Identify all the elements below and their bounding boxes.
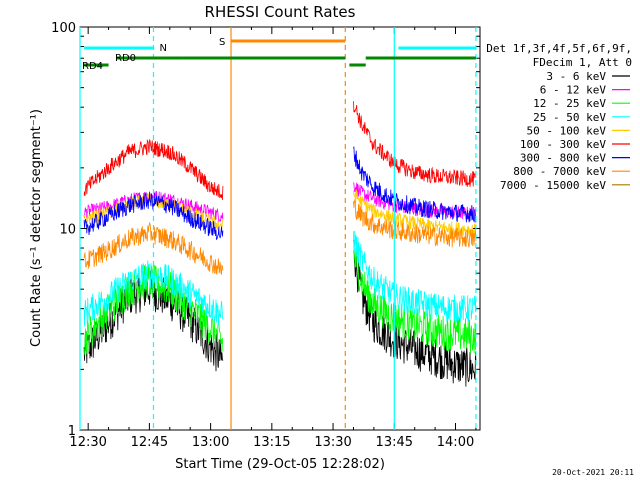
- y-axis-label: Count Rate (s⁻¹ detector segment⁻¹): [29, 109, 44, 347]
- x-tick-label: 13:45: [376, 435, 413, 450]
- legend-label-50to100keV: 50 - 100 keV: [527, 124, 607, 137]
- legend-label-25to50keV: 25 - 50 keV: [533, 111, 606, 124]
- y-tick-label: 10: [59, 223, 76, 238]
- x-tick-label: 13:15: [253, 435, 290, 450]
- axis-ticks: 12:30 12:45 13:00 13:15 13:30 13:45 14:00 1 10 10…: [51, 21, 480, 450]
- legend-label-3to6keV: 3 - 6 keV: [546, 70, 606, 83]
- rd0-label: RD0: [115, 53, 136, 64]
- x-tick-label: 14:00: [437, 435, 474, 450]
- legend-label-100to300keV: 100 - 300 keV: [520, 138, 606, 151]
- series-line-300to800keV-seg2: [353, 146, 477, 223]
- chart-title: RHESSI Count Rates: [205, 3, 356, 21]
- x-tick-label: 13:30: [314, 435, 351, 450]
- legend-label-7000to15000keV: 7000 - 15000 keV: [500, 179, 606, 192]
- series-line-3to6keV-seg2: [353, 239, 477, 387]
- x-tick-label: 13:00: [192, 435, 229, 450]
- legend-header-line-1: Det 1f,3f,4f,5f,6f,9f,: [486, 42, 632, 55]
- series-line-800to7000keV-seg2: [353, 198, 477, 248]
- render-timestamp: 20-Oct-2021 20:11: [552, 468, 634, 477]
- x-axis-label: Start Time (29-Oct-05 12:28:02): [175, 457, 385, 472]
- rd4-label: RD4: [82, 61, 103, 72]
- annotation-layer: N S RD0 RD4: [79, 27, 477, 430]
- legend: Det 1f,3f,4f,5f,6f,9f, FDecim 1, Att 0 3…: [486, 42, 632, 192]
- saa-north-label: N: [159, 43, 166, 54]
- legend-label-300to800keV: 300 - 800 keV: [520, 152, 606, 165]
- x-tick-label: 12:45: [131, 435, 168, 450]
- legend-label-12to25keV: 12 - 25 keV: [533, 97, 606, 110]
- series-line-25to50keV-seg2: [353, 230, 477, 323]
- series-line-100to300keV-seg2: [353, 101, 477, 187]
- series-line-300to800keV-seg1: [83, 191, 224, 240]
- legend-label-6to12keV: 6 - 12 keV: [540, 84, 607, 97]
- y-tick-label: 100: [51, 21, 76, 36]
- plot-layer: [83, 101, 477, 387]
- y-tick-label: 1: [68, 424, 76, 439]
- saa-south-label: S: [219, 37, 225, 48]
- x-tick-label: 12:30: [69, 435, 106, 450]
- series-line-12to25keV-seg2: [353, 248, 477, 354]
- legend-label-800to7000keV: 800 - 7000 keV: [513, 165, 606, 178]
- legend-header-line-2: FDecim 1, Att 0: [533, 56, 632, 69]
